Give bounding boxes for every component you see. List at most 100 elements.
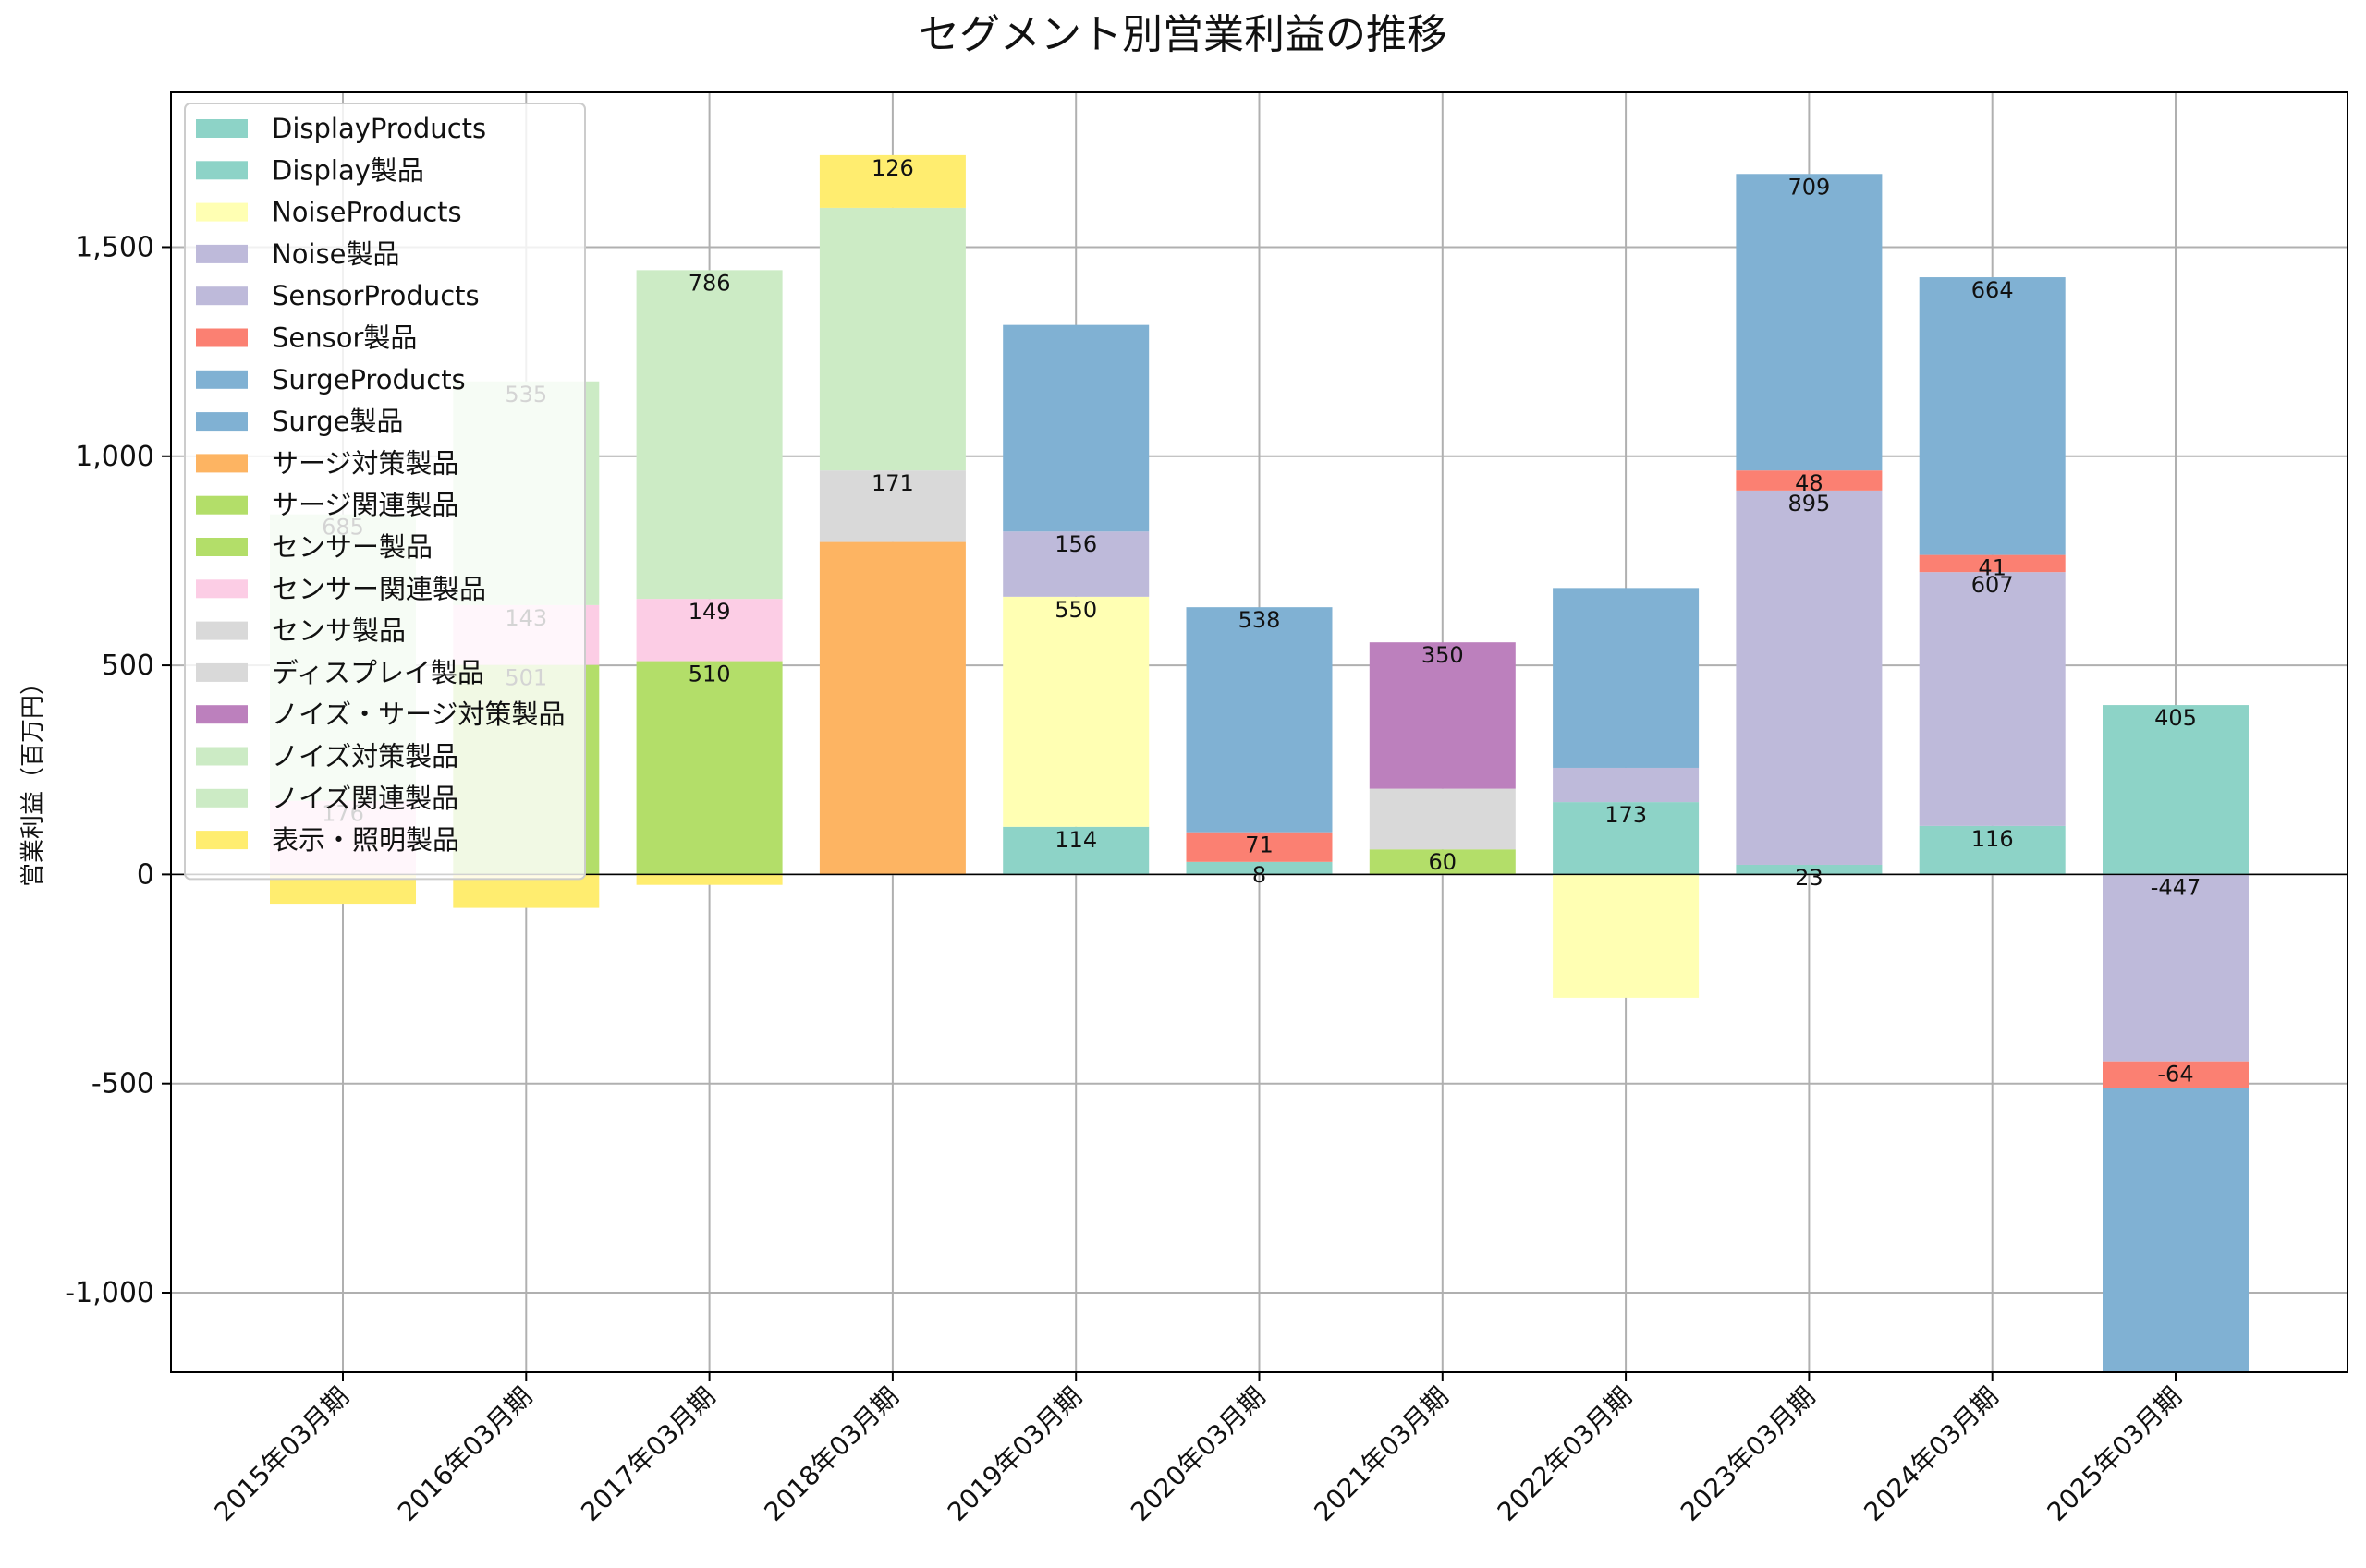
- x-tick-label: 2016年03月期: [392, 1381, 538, 1527]
- x-tick-label: 2018年03月期: [759, 1381, 905, 1527]
- y-tick-label: -1,000: [65, 1277, 154, 1309]
- chart-title: セグメント別営業利益の推移: [919, 11, 1447, 58]
- legend-swatch: [196, 621, 248, 640]
- legend-swatch: [196, 538, 248, 556]
- bar-segment: [636, 661, 783, 875]
- data-label: 114: [1055, 827, 1097, 853]
- bar-segment: [1919, 825, 2066, 875]
- data-label: 149: [689, 599, 731, 625]
- data-label: 126: [872, 155, 914, 181]
- legend-label: サージ関連製品: [272, 490, 458, 521]
- bar-segment: [1736, 490, 1883, 865]
- bar-segment: [1553, 802, 1700, 875]
- legend-label: SurgeProducts: [272, 364, 466, 395]
- bar-segment: [1553, 588, 1700, 768]
- legend-swatch: [196, 370, 248, 389]
- legend-label: ノイズ対策製品: [272, 741, 458, 772]
- legend-label: ノイズ関連製品: [272, 783, 458, 814]
- bar-segment: [1003, 826, 1150, 875]
- data-label: 171: [872, 470, 914, 496]
- y-tick-label: -500: [91, 1068, 154, 1100]
- legend-swatch: [196, 161, 248, 180]
- legend-label: センサ製品: [272, 615, 406, 647]
- data-label: 8: [1252, 862, 1266, 888]
- data-label: 350: [1421, 642, 1464, 668]
- x-tick-label: 2023年03月期: [1675, 1381, 1821, 1527]
- legend-swatch: [196, 662, 248, 682]
- x-tick-label: 2022年03月期: [1492, 1381, 1638, 1527]
- bar-segment: [1186, 832, 1333, 862]
- legend-swatch: [196, 119, 248, 138]
- legend-label: サージ対策製品: [272, 447, 458, 479]
- bar-segment: [1919, 277, 2066, 555]
- legend-label: Surge製品: [272, 406, 403, 437]
- legend-label: NoiseProducts: [272, 197, 462, 228]
- bar-segment: [2103, 874, 2249, 1062]
- data-label: 405: [2154, 705, 2197, 731]
- legend-label: センサー製品: [272, 531, 433, 563]
- bar-segment: [819, 541, 966, 875]
- x-tick-label: 2015年03月期: [209, 1381, 355, 1527]
- data-label: 173: [1604, 802, 1647, 828]
- legend-label: ディスプレイ製品: [272, 657, 484, 688]
- bar-segment: [1003, 596, 1150, 827]
- legend-label: Display製品: [272, 154, 424, 186]
- legend-label: 表示・照明製品: [272, 824, 459, 856]
- x-tick-label: 2020年03月期: [1125, 1381, 1271, 1527]
- x-tick-label: 2019年03月期: [942, 1381, 1088, 1527]
- bar-segment: [2103, 1061, 2249, 1088]
- legend-swatch: [196, 286, 248, 306]
- legend-label: Sensor製品: [272, 322, 417, 354]
- legend-swatch: [196, 454, 248, 473]
- data-label: -64: [2157, 1062, 2193, 1088]
- x-axis-ticks: 2015年03月期 2016年03月期 2017年03月期 2018年03月期 2019…: [209, 1372, 2188, 1527]
- legend-box: [184, 103, 586, 881]
- bar-segment: [636, 874, 783, 885]
- bar-segment: [1186, 607, 1333, 833]
- data-label: 607: [1971, 572, 2014, 598]
- legend-swatch: [196, 412, 248, 432]
- bar-segment: [453, 874, 600, 908]
- x-tick-label: 2024年03月期: [1858, 1381, 2004, 1527]
- bar-segment: [636, 270, 783, 600]
- data-label: 786: [689, 270, 731, 296]
- legend-swatch: [196, 788, 248, 808]
- y-tick-label: 0: [137, 858, 154, 891]
- bar-segment: [1369, 788, 1516, 850]
- data-label: 41: [1978, 555, 2006, 581]
- legend-swatch: [196, 747, 248, 766]
- data-label: 550: [1055, 597, 1097, 623]
- legend-swatch: [196, 579, 248, 599]
- y-tick-label: 500: [102, 650, 154, 682]
- bar-segment: [1553, 874, 1700, 998]
- data-label: 23: [1795, 865, 1823, 891]
- legend-label: DisplayProducts: [272, 113, 486, 144]
- legend-label: Noise製品: [272, 238, 399, 270]
- bar-segment: [1369, 849, 1516, 875]
- bar-segment: [1003, 324, 1150, 532]
- bar-segment: [1186, 861, 1333, 875]
- bar-segment: [1553, 767, 1700, 803]
- bar-segment: [1919, 572, 2066, 826]
- data-label: 156: [1055, 531, 1097, 557]
- data-label: 48: [1795, 470, 1823, 496]
- data-label: 538: [1238, 607, 1281, 633]
- data-labels: 6851765351435017861495101261711565501145…: [322, 155, 2201, 1088]
- legend-swatch: [196, 202, 248, 222]
- y-tick-label: 1,000: [75, 441, 154, 473]
- y-tick-label: 1,500: [75, 231, 154, 263]
- legend-label: センサー関連製品: [272, 573, 486, 604]
- legend-swatch: [196, 328, 248, 347]
- y-axis-label: 営業利益（百万円）: [19, 671, 47, 887]
- legend-swatch: [196, 831, 248, 850]
- legend-swatch: [196, 705, 248, 724]
- x-tick-label: 2021年03月期: [1308, 1381, 1454, 1527]
- legend-swatch: [196, 495, 248, 515]
- bar-segment: [819, 207, 966, 471]
- bar-segment: [1003, 531, 1150, 597]
- bar-segment: [819, 154, 966, 208]
- x-tick-label: 2017年03月期: [575, 1381, 721, 1527]
- x-tick-label: 2025年03月期: [2042, 1381, 2188, 1527]
- bar-segment: [1736, 174, 1883, 471]
